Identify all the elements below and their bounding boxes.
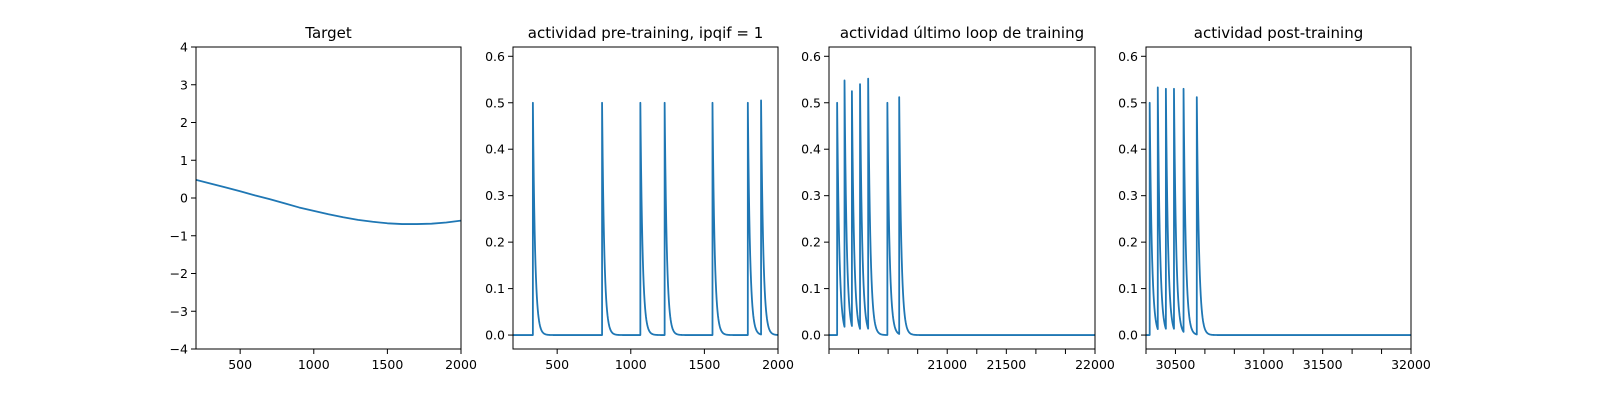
series-line [829, 77, 1095, 336]
y-tick-label: 0.4 [801, 142, 821, 157]
y-tick-label: −4 [170, 342, 188, 357]
y-tick-label: 0.2 [485, 235, 505, 250]
axes-frame [512, 46, 779, 350]
y-tick-label: 0.1 [485, 281, 505, 296]
chart-title: actividad pre-training, ipqif = 1 [528, 24, 764, 42]
x-tick-label: 32000 [1391, 357, 1431, 372]
x-tick-label: 2000 [445, 357, 477, 372]
x-tick-label: 30500 [1156, 357, 1196, 372]
y-tick-label: 0.0 [485, 328, 505, 343]
y-tick-label: 0.0 [1118, 328, 1138, 343]
axes-frame [195, 46, 462, 350]
axes-frame [828, 46, 1096, 350]
y-tick-label: 0.5 [485, 95, 505, 110]
x-tick-label: 1000 [615, 357, 647, 372]
y-tick-label: 0.2 [1118, 235, 1138, 250]
y-tick-label: 0.3 [485, 188, 505, 203]
y-tick-label: 0.0 [801, 328, 821, 343]
chart-panel-2: 500 1000 1500 2000 0.0 0.1 0.2 0.3 0.4 0.5 0.6 acti… [485, 24, 794, 372]
y-tick-label: 0.6 [485, 49, 505, 64]
x-tick-label: 31000 [1244, 357, 1284, 372]
x-tick-label: 21000 [927, 357, 967, 372]
x-tick-label: 500 [545, 357, 569, 372]
y-tick-label: 0.6 [801, 49, 821, 64]
series-line [196, 179, 461, 225]
series-line [1146, 86, 1411, 336]
x-tick-label: 500 [228, 357, 252, 372]
x-tick-label: 21500 [986, 357, 1026, 372]
x-tick-label: 22000 [1075, 357, 1115, 372]
chart-title: actividad post-training [1194, 24, 1363, 42]
y-tick-label: 0.4 [1118, 142, 1138, 157]
chart-panel-4: 30500 31000 31500 32000 0.0 0.1 0.2 0.3 0.4 0.5 0.… [1118, 24, 1431, 372]
y-tick-label: 0.5 [1118, 95, 1138, 110]
series-line [513, 99, 778, 336]
y-tick-label: −2 [170, 266, 188, 281]
y-tick-label: 1 [180, 153, 188, 168]
y-tick-label: 0.1 [801, 281, 821, 296]
chart-panel-1: 500 1000 1500 2000 −4 −3 −2 −1 0 1 2 3 4 Target [170, 24, 477, 372]
x-tick-label: 1500 [688, 357, 720, 372]
y-tick-label: 0.5 [801, 95, 821, 110]
y-tick-label: 0.4 [485, 142, 505, 157]
y-tick-label: 4 [180, 40, 188, 55]
axes-frame [1145, 46, 1412, 350]
y-tick-label: −1 [170, 228, 188, 243]
chart-title: actividad último loop de training [840, 24, 1084, 42]
x-tick-label: 1000 [298, 357, 330, 372]
y-tick-label: 2 [180, 115, 188, 130]
y-tick-label: 0.1 [1118, 281, 1138, 296]
x-tick-label: 2000 [762, 357, 794, 372]
x-tick-label: 31500 [1303, 357, 1343, 372]
chart-title: Target [304, 24, 352, 42]
y-tick-label: 0.3 [1118, 188, 1138, 203]
y-tick-label: 0.6 [1118, 49, 1138, 64]
chart-panel-3: 21000 21500 22000 0.0 0.1 0.2 0.3 0.4 0.5 0.6 acti… [801, 24, 1115, 372]
y-tick-label: −3 [170, 304, 188, 319]
y-tick-label: 0.3 [801, 188, 821, 203]
x-tick-label: 1500 [371, 357, 403, 372]
y-tick-label: 3 [180, 77, 188, 92]
y-tick-label: 0.2 [801, 235, 821, 250]
y-tick-label: 0 [180, 191, 188, 206]
